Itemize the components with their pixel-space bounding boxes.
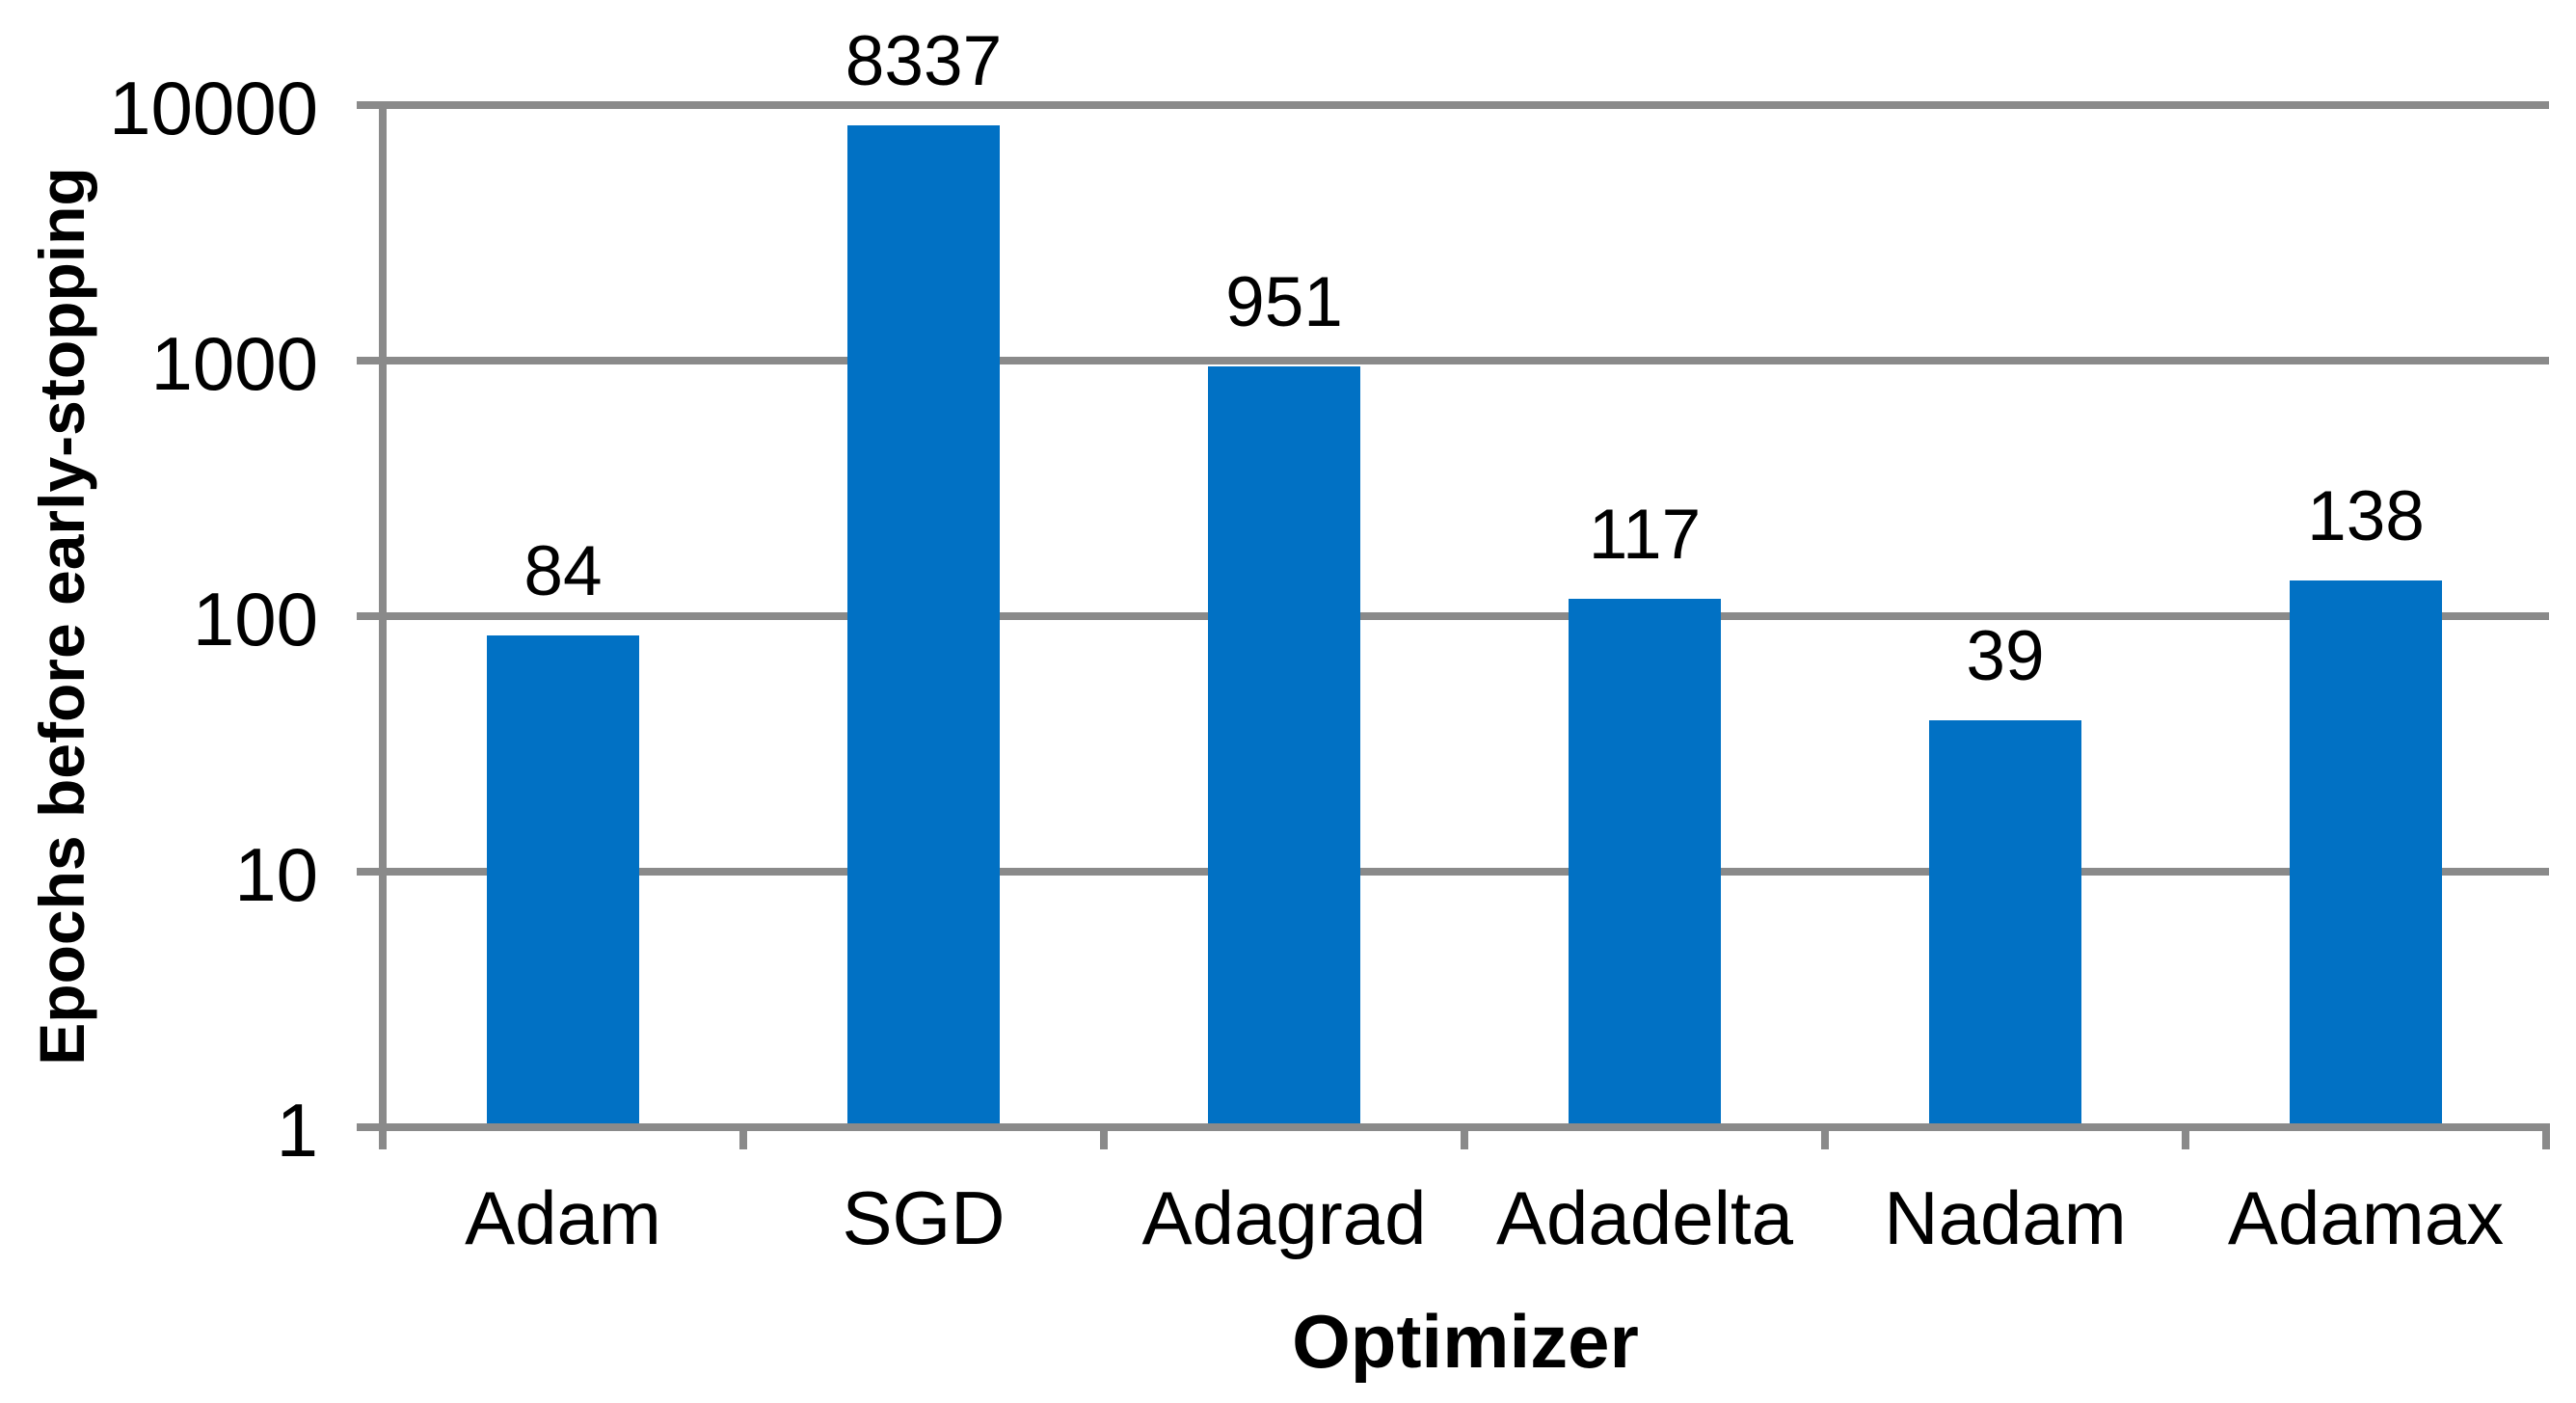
bar-value-label: 951 bbox=[1225, 262, 1343, 341]
gridline bbox=[357, 612, 2549, 620]
bar-adadelta bbox=[1569, 598, 1721, 1123]
gridline bbox=[357, 868, 2549, 876]
bar-value-label: 39 bbox=[1966, 617, 2045, 696]
x-axis-line bbox=[357, 1123, 2549, 1131]
x-axis-tick bbox=[1100, 1123, 1108, 1149]
gridline bbox=[357, 101, 2549, 109]
x-axis-tick bbox=[2542, 1123, 2550, 1149]
x-axis-tick bbox=[1821, 1123, 1829, 1149]
bar-value-label: 117 bbox=[1588, 495, 1702, 574]
y-tick-label: 100 bbox=[192, 577, 318, 661]
bar-adagrad bbox=[1208, 365, 1360, 1123]
x-axis-tick bbox=[2182, 1123, 2189, 1149]
bar-value-label: 8337 bbox=[845, 21, 1003, 100]
x-axis-tick bbox=[739, 1123, 747, 1149]
gridline bbox=[357, 357, 2549, 364]
x-axis-tick bbox=[1461, 1123, 1468, 1149]
y-tick-label: 10 bbox=[234, 832, 318, 917]
x-tick-label-nadam: Nadam bbox=[1884, 1175, 2127, 1260]
bar-value-label: 138 bbox=[2307, 476, 2425, 555]
bar-adam bbox=[487, 635, 639, 1123]
y-axis-line bbox=[379, 101, 387, 1149]
y-tick-label: 10000 bbox=[109, 66, 318, 150]
bar-value-label: 84 bbox=[523, 532, 603, 611]
bar-sgd bbox=[847, 124, 1000, 1123]
bar-adamax bbox=[2290, 580, 2442, 1123]
x-tick-label-adamax: Adamax bbox=[2227, 1175, 2505, 1260]
x-tick-label-sgd: SGD bbox=[842, 1175, 1006, 1260]
x-axis-title: Optimizer bbox=[1292, 1299, 1639, 1384]
x-tick-label-adagrad: Adagrad bbox=[1141, 1175, 1427, 1260]
y-axis-title: Epochs before early-stopping bbox=[26, 167, 97, 1066]
x-tick-label-adadelta: Adadelta bbox=[1496, 1175, 1793, 1260]
y-tick-label: 1 bbox=[276, 1088, 318, 1173]
x-tick-label-adam: Adam bbox=[465, 1175, 661, 1260]
bar-nadam bbox=[1929, 720, 2081, 1123]
y-tick-label: 1000 bbox=[150, 321, 318, 406]
